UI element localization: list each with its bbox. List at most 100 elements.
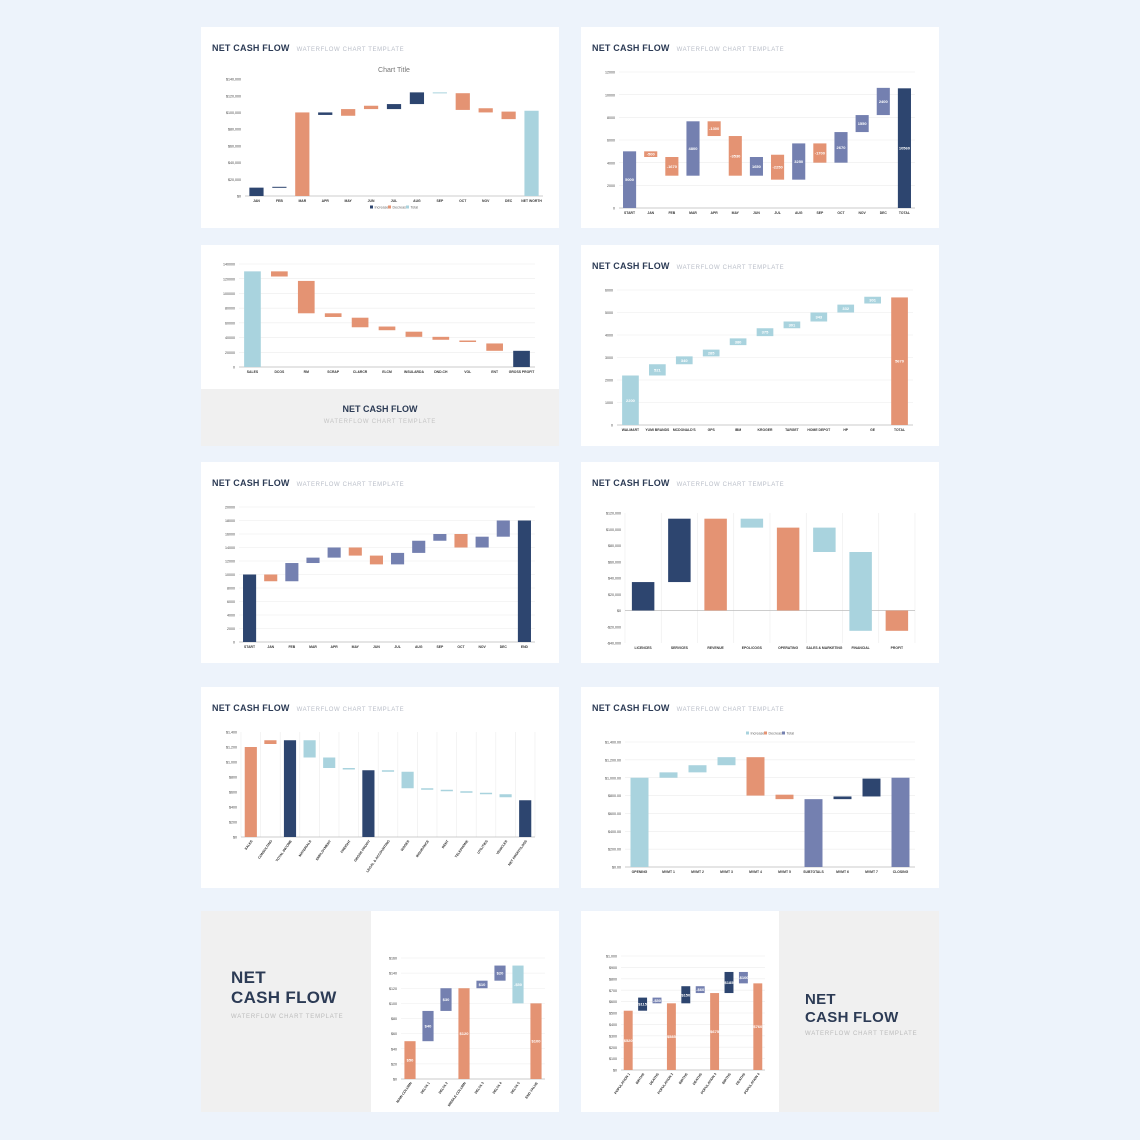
- y-tick-label: $80: [391, 1017, 397, 1021]
- x-tick-label: DELTA 4: [492, 1081, 503, 1094]
- waterfall-bar: [622, 375, 639, 425]
- waterfall-bar: [496, 520, 510, 537]
- y-tick-label: 20000: [225, 506, 235, 510]
- x-tick-label: MAR: [689, 211, 697, 215]
- x-tick-label: JUL: [394, 645, 400, 649]
- y-tick-label: $1,400: [226, 731, 237, 735]
- y-tick-label: $120,000: [226, 94, 241, 98]
- waterfall-bar: [849, 552, 872, 631]
- data-label: -$60: [696, 987, 705, 992]
- y-tick-label: 5000: [605, 311, 613, 315]
- waterfall-chart-5: 0 2000 4000 6000 8000 10000 12000 14000 16000 180…: [225, 506, 535, 649]
- y-tick-label: $160: [389, 957, 397, 961]
- waterfall-bar: [738, 971, 748, 984]
- waterfall-bar: [432, 92, 447, 94]
- waterfall-chart-7: $0 $200 $400 $600 $800 $1,000 $1,200 $1,400 SALE…: [226, 731, 536, 873]
- y-tick-label: $200.00: [608, 848, 621, 852]
- x-tick-label: EMPLOYMENT: [315, 839, 333, 862]
- x-tick-label: DELTA 5: [510, 1081, 521, 1094]
- waterfall-bar: [864, 296, 881, 304]
- card-title: NET CASH FLOW: [592, 261, 670, 271]
- x-tick-label: FEB: [276, 199, 283, 203]
- legend-swatch: [764, 731, 767, 735]
- data-label: $120: [460, 1031, 470, 1036]
- legend-swatch: [370, 205, 373, 209]
- legend-label: Total: [411, 206, 419, 210]
- waterfall-bar: [681, 986, 691, 1004]
- card-header: NET CASH FLOW WATERFLOW CHART TEMPLATE: [592, 698, 784, 716]
- x-tick-label: SALES: [247, 370, 259, 374]
- waterfall-bar: [486, 343, 503, 351]
- y-tick-label: $800.00: [608, 794, 621, 798]
- card-header: NET CASH FLOW WATERFLOW CHART TEMPLATE: [212, 38, 404, 56]
- chart-title: Chart Title: [378, 67, 410, 74]
- y-tick-label: $140: [389, 972, 397, 976]
- waterfall-bar: [644, 151, 658, 157]
- x-tick-label: GROSS PROFIT: [509, 370, 536, 374]
- y-tick-label: -$40,000: [607, 642, 621, 646]
- card-title: NET CASH FLOW: [342, 404, 418, 414]
- waterfall-bar: [804, 799, 823, 867]
- x-tick-label: NOV: [478, 645, 486, 649]
- x-tick-label: NOV: [482, 199, 490, 203]
- card-title: NET CASH FLOW: [212, 703, 290, 713]
- x-tick-label: TOTAL INCOME: [275, 839, 293, 863]
- x-tick-label: TELEPHONE: [454, 839, 470, 859]
- data-label: -3530: [730, 153, 741, 158]
- y-tick-label: 4000: [607, 161, 615, 165]
- x-tick-label: END: [521, 645, 529, 649]
- waterfall-bar: [264, 740, 277, 744]
- x-tick-label: GPS: [708, 428, 716, 432]
- y-tick-label: 12000: [605, 71, 615, 75]
- waterfall-bar: [665, 157, 679, 176]
- x-tick-label: SEP: [816, 211, 824, 215]
- waterfall-bar: [707, 121, 721, 137]
- waterfall-bar: [401, 771, 414, 789]
- x-tick-label: START: [624, 211, 636, 215]
- waterfall-bar: [342, 768, 355, 770]
- waterfall-bar: [348, 547, 362, 556]
- waterfall-bar: [386, 104, 402, 110]
- y-tick-label: 4000: [605, 334, 613, 338]
- x-tick-label: START: [244, 645, 256, 649]
- x-tick-label: POPULATION 3: [700, 1072, 718, 1095]
- x-tick-label: JAN: [253, 199, 260, 203]
- y-tick-label: $80,000: [608, 544, 621, 548]
- y-tick-label: $0: [233, 836, 237, 840]
- waterfall-bar: [458, 988, 470, 1079]
- data-label: -1300: [709, 126, 720, 131]
- x-tick-label: DEATHS: [649, 1072, 661, 1086]
- y-tick-label: 6000: [227, 600, 235, 604]
- data-label: $40: [425, 1024, 432, 1029]
- waterfall-bar: [638, 997, 648, 1011]
- y-tick-label: $1,200.00: [605, 758, 621, 762]
- waterfall-bar: [631, 582, 655, 611]
- data-label: $185: [725, 980, 735, 985]
- y-tick-label: 3000: [605, 356, 613, 360]
- data-label: 521: [654, 367, 661, 372]
- x-tick-label: JAN: [267, 645, 274, 649]
- waterfall-bar: [753, 983, 763, 1070]
- x-tick-label: OCT: [459, 199, 467, 203]
- x-tick-label: APR: [331, 645, 339, 649]
- x-tick-label: IBM: [735, 428, 741, 432]
- data-label: 285: [708, 351, 715, 356]
- waterfall-bar: [833, 796, 852, 800]
- waterfall-bar: [432, 336, 450, 340]
- x-tick-label: ELCM: [382, 370, 392, 374]
- x-tick-label: BIRTHS: [635, 1072, 646, 1085]
- x-tick-label: POPULATION 4: [743, 1072, 761, 1095]
- x-tick-label: FREIGHT: [340, 839, 352, 854]
- waterfall-bar: [530, 1003, 542, 1079]
- y-tick-label: 6000: [607, 139, 615, 143]
- data-label: $30: [443, 997, 450, 1002]
- x-tick-label: TARGET: [785, 428, 800, 432]
- y-tick-label: $500: [609, 1012, 617, 1016]
- y-tick-label: 14000: [225, 546, 235, 550]
- x-tick-label: MIDDLE COLUMN: [447, 1081, 467, 1107]
- x-tick-label: ENT: [491, 370, 499, 374]
- waterfall-bar: [460, 791, 473, 793]
- y-tick-label: $0: [237, 195, 241, 199]
- data-label: -1700: [815, 151, 826, 156]
- x-tick-label: JUN: [368, 199, 375, 203]
